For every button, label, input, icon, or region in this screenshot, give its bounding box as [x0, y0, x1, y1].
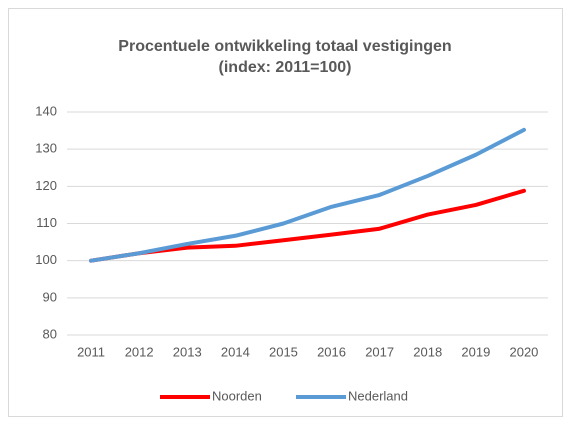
y-tick-label: 80 [43, 326, 57, 341]
y-tick-label: 120 [35, 178, 57, 193]
x-tick-label: 2014 [221, 344, 250, 359]
x-tick-label: 2018 [413, 344, 442, 359]
chart-frame [8, 8, 563, 417]
line-series [89, 127, 526, 263]
y-tick-label: 90 [43, 289, 57, 304]
chart-title: Procentuele ontwikkeling totaal vestigin… [118, 38, 451, 55]
y-tick-label: 130 [35, 141, 57, 156]
x-tick-label: 2013 [173, 344, 202, 359]
legend-label: Nederland [348, 388, 408, 403]
x-tick-label: 2017 [365, 344, 394, 359]
y-tick-label: 100 [35, 252, 57, 267]
x-tick-label: 2019 [461, 344, 490, 359]
x-tick-label: 2012 [125, 344, 154, 359]
x-tick-label: 2015 [269, 344, 298, 359]
x-tick-label: 2016 [317, 344, 346, 359]
x-tick-label: 2011 [77, 344, 105, 359]
y-tick-label: 140 [35, 103, 57, 118]
legend-label: Noorden [212, 388, 262, 403]
x-tick-label: 2020 [509, 344, 538, 359]
y-tick-label: 110 [36, 215, 57, 230]
chart-subtitle: (index: 2011=100) [219, 59, 352, 76]
